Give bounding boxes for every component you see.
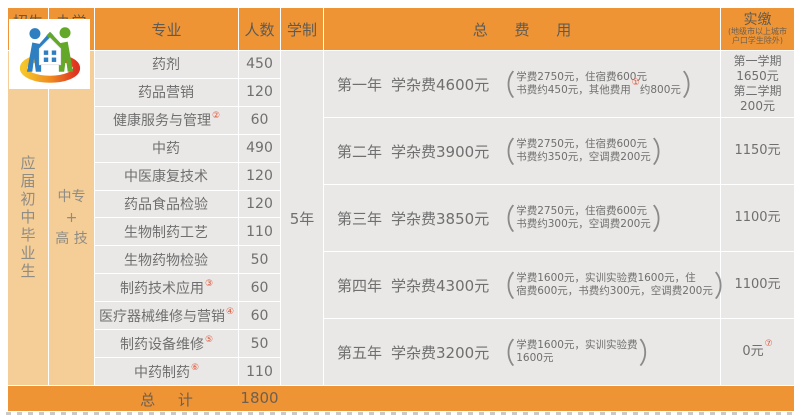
fee-main: 学杂费4600元 xyxy=(391,75,490,94)
school-type-plus: + xyxy=(65,209,78,226)
major-name: 药剂 xyxy=(95,51,238,78)
majors-grid: 药剂 450 药品营销 120 健康服务与管理 ② 60 中药 490 中医康复技… xyxy=(95,51,280,385)
major-count: 110 xyxy=(239,218,280,246)
major-name: 医疗器械维修与营销 ④ xyxy=(95,302,238,330)
open-paren: （ xyxy=(490,136,516,170)
footnote-marker: ⑦ xyxy=(764,338,773,349)
fee-row-year4: 第四年 学杂费4300元 （ 学费1600元，实训实验费1600元，住 宿费60… xyxy=(324,252,739,318)
major-name: 生物制药工艺 xyxy=(95,218,238,246)
close-paren: ） xyxy=(681,69,707,103)
major-name: 制药技术应用 ③ xyxy=(95,274,238,302)
open-paren: （ xyxy=(490,203,516,237)
close-paren: ） xyxy=(638,337,664,371)
major-name: 健康服务与管理 ② xyxy=(95,106,238,134)
paid-cell-year2: 1150元 xyxy=(721,118,794,184)
fee-main: 学杂费4300元 xyxy=(391,276,490,295)
tuition-table: 招生 办学 专业 人数 学制 总 费 用 实缴 (地级市以上城市 户口学生除外)… xyxy=(8,8,794,411)
major-name: 中药 xyxy=(95,134,238,162)
fee-detail: 学费2750元，住宿费600元 书费约450元，其他费用①约800元 xyxy=(516,71,681,96)
major-count: 120 xyxy=(239,162,280,190)
school-type-cell: 中专 + 高 技 xyxy=(49,51,94,385)
fee-detail: 学费2750元，住宿费600元 书费约350元，空调费200元 xyxy=(516,138,651,163)
enrollment-group-label: 应届初中毕业生 xyxy=(18,155,37,281)
close-paren: ） xyxy=(651,136,677,170)
table-body: 应届初中毕业生 中专 + 高 技 药剂 450 药品营销 120 健康服务与管理… xyxy=(8,51,794,385)
fee-detail: 学费1600元，实训实验费1600元，住 宿费600元，书费约300元，空调费2… xyxy=(516,272,713,297)
close-paren: ） xyxy=(651,203,677,237)
header-paid-title: 实缴 xyxy=(743,11,772,28)
major-count: 490 xyxy=(239,134,280,162)
fee-row-year2: 第二年 学杂费3900元 （ 学费2750元，住宿费600元 书费约350元，空… xyxy=(324,118,720,184)
header-total-fee: 总 费 用 xyxy=(324,8,720,50)
bottom-dashed-line xyxy=(6,412,796,415)
open-paren: （ xyxy=(490,270,516,304)
paid-cell-year4: 1100元 xyxy=(721,252,794,318)
major-count: 120 xyxy=(239,190,280,218)
table-header-row: 招生 办学 专业 人数 学制 总 费 用 实缴 (地级市以上城市 户口学生除外) xyxy=(8,8,794,50)
header-major: 专业 xyxy=(95,8,238,50)
header-paid: 实缴 (地级市以上城市 户口学生除外) xyxy=(721,8,794,50)
fee-main: 学杂费3200元 xyxy=(391,343,490,362)
open-paren: （ xyxy=(490,69,516,103)
major-count: 60 xyxy=(239,106,280,134)
major-count: 50 xyxy=(239,246,280,274)
header-paid-subtitle-line1: (地级市以上城市 xyxy=(727,26,788,36)
major-name: 中药制药 ⑥ xyxy=(95,358,238,385)
fee-detail: 学费1600元，实训实验费 1600元 xyxy=(516,339,638,364)
total-row: 总 计 1800 xyxy=(8,386,794,411)
fee-year-label: 第一年 xyxy=(337,75,383,94)
header-paid-subtitle-line2: 户口学生除外) xyxy=(731,35,784,45)
school-logo xyxy=(9,19,90,89)
major-count: 450 xyxy=(239,51,280,78)
school-logo-icon xyxy=(19,27,80,83)
open-paren: （ xyxy=(490,337,516,371)
fee-year-label: 第五年 xyxy=(337,343,383,362)
fee-row-year5: 第五年 学杂费3200元 （ 学费1600元，实训实验费 1600元 ） xyxy=(324,319,720,385)
fee-main: 学杂费3900元 xyxy=(391,142,490,161)
duration-cell: 5年 xyxy=(281,51,323,385)
major-name: 生物药物检验 xyxy=(95,246,238,274)
fee-year-label: 第四年 xyxy=(337,276,383,295)
major-name: 制药设备维修 ⑤ xyxy=(95,330,238,358)
paid-cell-year3: 1100元 xyxy=(721,185,794,251)
major-count: 50 xyxy=(239,330,280,358)
paid-cell-year5: 0元⑦ xyxy=(721,319,794,385)
total-count: 1800 xyxy=(240,389,279,407)
fee-year-label: 第二年 xyxy=(337,142,383,161)
school-type-line: 中专 xyxy=(57,188,86,205)
close-paren: ） xyxy=(713,270,739,304)
fee-detail: 学费2750元，住宿费600元 书费约300元，空调费200元 xyxy=(516,205,651,230)
footnote-marker: ① xyxy=(631,77,640,88)
major-count: 120 xyxy=(239,78,280,106)
header-duration: 学制 xyxy=(281,8,323,50)
major-name: 中医康复技术 xyxy=(95,162,238,190)
major-count: 110 xyxy=(239,358,280,385)
major-name: 药品营销 xyxy=(95,78,238,106)
fee-row-year3: 第三年 学杂费3850元 （ 学费2750元，住宿费600元 书费约300元，空… xyxy=(324,185,720,251)
paid-cell-year1: 第一学期 1650元 第二学期 200元 xyxy=(721,51,794,117)
major-count: 60 xyxy=(239,274,280,302)
school-type-line: 高 技 xyxy=(55,230,88,247)
header-count: 人数 xyxy=(239,8,280,50)
major-count: 60 xyxy=(239,302,280,330)
fee-year-label: 第三年 xyxy=(337,209,383,228)
fees-grid: 第一年 学杂费4600元 （ 学费2750元，住宿费600元 书费约450元，其… xyxy=(324,51,794,385)
enrollment-group-cell: 应届初中毕业生 xyxy=(8,51,48,385)
fee-row-year1: 第一年 学杂费4600元 （ 学费2750元，住宿费600元 书费约450元，其… xyxy=(324,51,720,117)
major-name: 药品食品检验 xyxy=(95,190,238,218)
total-label: 总 计 xyxy=(140,391,202,409)
fee-main: 学杂费3850元 xyxy=(391,209,490,228)
